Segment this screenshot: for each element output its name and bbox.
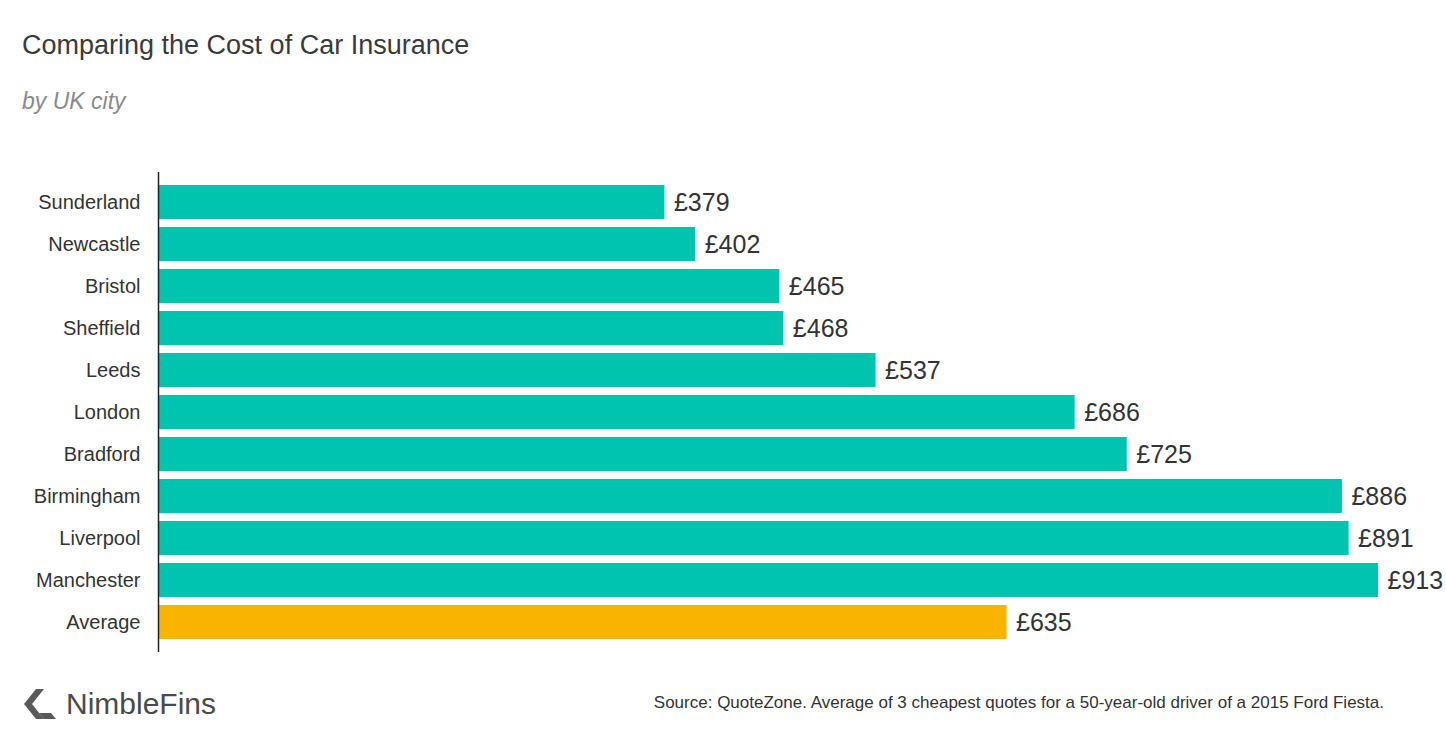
svg-text:Manchester: Manchester — [36, 569, 141, 591]
svg-text:£686: £686 — [1084, 398, 1140, 426]
svg-text:Bradford: Bradford — [64, 443, 141, 465]
svg-text:Leeds: Leeds — [86, 359, 141, 381]
svg-text:Average: Average — [66, 611, 140, 633]
svg-text:Birmingham: Birmingham — [34, 485, 141, 507]
svg-text:£537: £537 — [885, 356, 941, 384]
svg-text:Sheffield: Sheffield — [63, 317, 140, 339]
html-text:Source: QuoteZone. Average of: Source: QuoteZone. Average of 3 cheapest… — [653, 693, 1384, 712]
svg-text:£913: £913 — [1388, 566, 1444, 594]
svg-text:£465: £465 — [789, 272, 845, 300]
svg-text:£891: £891 — [1358, 524, 1414, 552]
svg-text:£886: £886 — [1351, 482, 1407, 510]
html-text:NimbleFins: NimbleFins — [66, 687, 216, 720]
html-text:Comparing the Cost of Car Insu: Comparing the Cost of Car Insurance — [22, 30, 470, 60]
svg-text:£725: £725 — [1136, 440, 1192, 468]
svg-text:£468: £468 — [793, 314, 849, 342]
svg-text:Newcastle: Newcastle — [48, 233, 140, 255]
svg-text:£635: £635 — [1016, 608, 1072, 636]
svg-text:£379: £379 — [674, 188, 730, 216]
svg-text:£402: £402 — [705, 230, 761, 258]
svg-text:Sunderland: Sunderland — [38, 191, 140, 213]
svg-text:Bristol: Bristol — [85, 275, 141, 297]
html-text:by UK city: by UK city — [22, 88, 126, 114]
svg-text:London: London — [74, 401, 141, 423]
svg-text:Liverpool: Liverpool — [59, 527, 140, 549]
